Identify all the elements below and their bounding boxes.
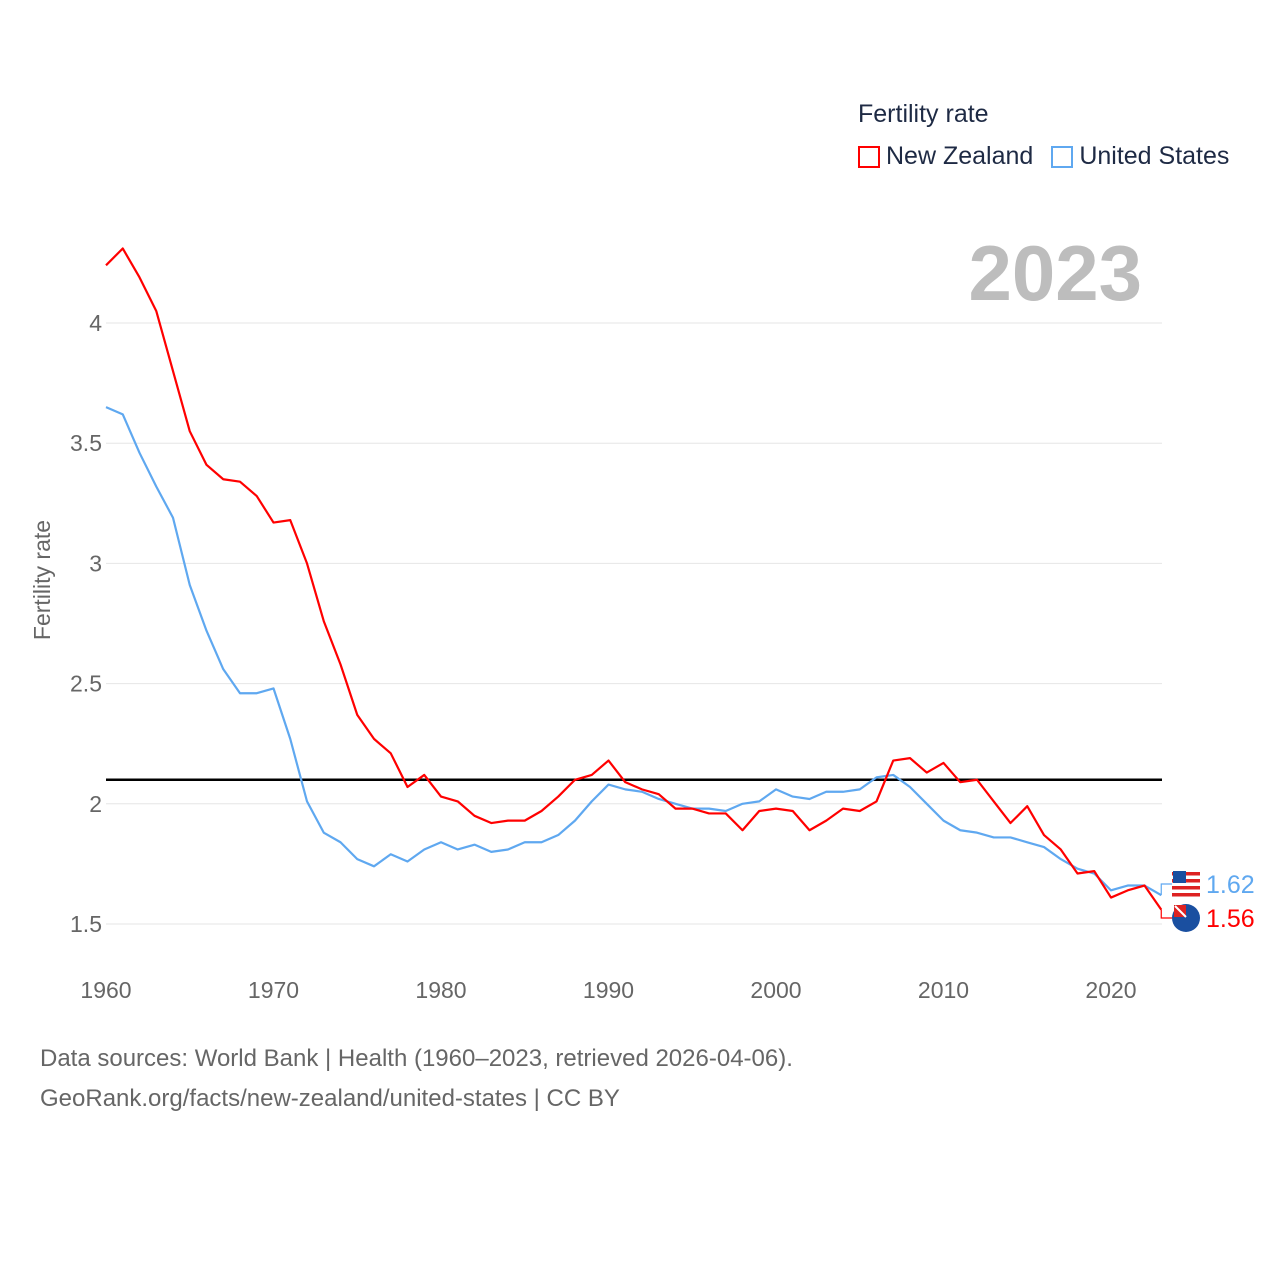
legend-swatch-nz — [858, 145, 880, 168]
y-tick-label: 3.5 — [70, 430, 102, 456]
x-tick-label: 1960 — [80, 977, 131, 1003]
flag-stripe — [1172, 893, 1200, 897]
series-line-united-states — [105, 406, 1162, 897]
legend: New Zealand United States — [858, 142, 1229, 171]
y-axis-label: Fertility rate — [29, 520, 55, 640]
end-connector — [1160, 883, 1172, 896]
x-tick-label: 1970 — [248, 977, 299, 1003]
legend-label: United States — [1079, 142, 1230, 170]
end-value-label: 1.62 — [1206, 871, 1255, 899]
legend-item-united-states[interactable]: United States — [1051, 142, 1229, 171]
flag-stripe — [1172, 886, 1200, 890]
y-tick-label: 2 — [89, 791, 102, 817]
legend-swatch-us — [1051, 145, 1074, 168]
x-tick-label: 1980 — [415, 977, 466, 1003]
flag-cross — [1174, 905, 1187, 918]
y-tick-label: 2.5 — [70, 671, 102, 697]
attribution-link[interactable]: GeoRank.org/facts/new-zealand/united-sta… — [40, 1085, 620, 1112]
end-connector — [1160, 909, 1172, 919]
x-tick-label: 1990 — [583, 977, 634, 1003]
series-line-new-zealand — [105, 247, 1163, 911]
legend-item-new-zealand[interactable]: New Zealand — [858, 142, 1033, 171]
y-tick-label: 4 — [89, 310, 102, 336]
flag-canton — [1173, 871, 1186, 883]
nz-flag-icon — [1172, 904, 1200, 932]
year-label: 2023 — [968, 229, 1142, 317]
us-flag-icon — [1172, 870, 1200, 898]
legend-label: New Zealand — [886, 142, 1034, 170]
end-value-label: 1.56 — [1206, 905, 1255, 933]
data-source-text: Data sources: World Bank | Health (1960–… — [40, 1045, 793, 1072]
x-tick-label: 2000 — [750, 977, 801, 1003]
x-tick-label: 2020 — [1085, 977, 1136, 1003]
y-tick-label: 3 — [89, 550, 102, 576]
legend-title: Fertility rate — [858, 100, 989, 128]
y-tick-label: 1.5 — [70, 911, 102, 937]
x-tick-label: 2010 — [918, 977, 969, 1003]
